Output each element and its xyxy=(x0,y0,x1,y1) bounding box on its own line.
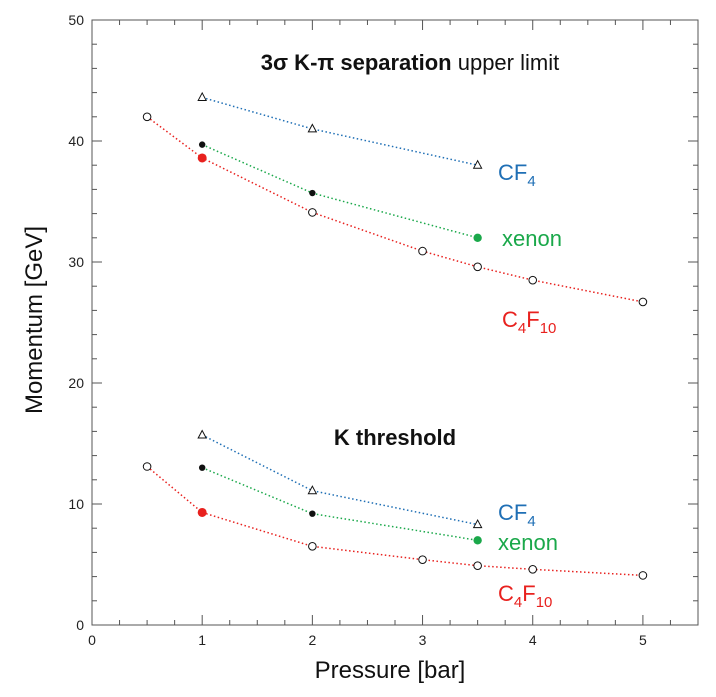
data-point-xenon xyxy=(473,233,482,242)
y-tick-label: 40 xyxy=(68,133,84,149)
label-cf4-lower: CF4 xyxy=(498,500,536,530)
data-point-cf4 xyxy=(307,123,318,133)
label-xenon-upper: xenon xyxy=(502,226,562,251)
data-point-c4f10 xyxy=(638,297,648,307)
annotation-separation-text: upper limit xyxy=(452,50,560,75)
x-tick-label: 2 xyxy=(308,632,316,648)
annotation-threshold: K threshold xyxy=(334,425,456,450)
data-point-xenon xyxy=(309,189,316,197)
data-point-c4f10 xyxy=(418,246,427,256)
y-tick-label: 30 xyxy=(68,254,84,270)
label-c4f10-lower: C4F10 xyxy=(498,581,552,611)
x-tick-label: 5 xyxy=(639,632,647,648)
y-tick-label: 20 xyxy=(68,375,84,391)
label-xenon-lower: xenon xyxy=(498,530,558,555)
data-point-cf4 xyxy=(197,429,208,439)
data-point-c4f10 xyxy=(308,542,317,551)
data-point-c4f10 xyxy=(528,565,538,574)
series-line-c4f10-upper xyxy=(146,116,644,303)
series-line-c4f10-lower xyxy=(146,465,643,577)
plot-frame xyxy=(91,19,699,626)
series-line-cf4-upper xyxy=(201,96,478,166)
data-point-c4f10 xyxy=(528,275,538,285)
data-point-xenon xyxy=(309,510,316,517)
label-c4f10-upper: C4F10 xyxy=(502,307,556,337)
data-point-c4f10 xyxy=(142,462,152,471)
data-point-c4f10 xyxy=(308,208,317,217)
series-line-xenon-lower xyxy=(201,467,478,542)
label-cf4-upper: CF4 xyxy=(498,160,536,190)
data-point-xenon xyxy=(198,141,206,148)
series-line-xenon-upper xyxy=(201,143,478,239)
data-point-cf4 xyxy=(197,91,208,101)
series-points xyxy=(142,91,648,580)
data-point-cf4 xyxy=(472,159,483,169)
data-point-c4f10 xyxy=(638,571,648,580)
data-point-c4f10 xyxy=(418,555,427,564)
plot-border xyxy=(91,19,699,626)
data-point-cf4 xyxy=(307,485,318,495)
annotation-threshold-bold: K threshold xyxy=(334,425,456,450)
series-line-cf4-lower xyxy=(201,434,478,526)
data-point-xenon xyxy=(198,464,206,471)
x-tick-label: 4 xyxy=(529,632,537,648)
y-tick-label: 10 xyxy=(68,496,84,512)
axis-ticks: 0 10 20 30 40 50 0 1 2 3 4 5 xyxy=(68,12,699,648)
data-point-c4f10 xyxy=(142,112,152,122)
x-axis-title: Pressure [bar] xyxy=(315,657,466,684)
data-point-cf4 xyxy=(472,519,483,529)
data-point-c4f10 xyxy=(197,507,207,517)
series-lines xyxy=(146,96,644,577)
x-tick-label: 0 xyxy=(88,632,96,648)
x-tick-label: 1 xyxy=(198,632,206,648)
y-tick-label: 0 xyxy=(76,617,84,633)
annotation-separation: 3σ K-π separation upper limit xyxy=(261,50,559,75)
x-tick-label: 3 xyxy=(419,632,427,648)
annotation-separation-bold: 3σ K-π separation xyxy=(261,50,452,75)
data-point-c4f10 xyxy=(197,153,207,163)
data-point-c4f10 xyxy=(473,262,482,272)
y-tick-label: 50 xyxy=(68,12,84,28)
data-point-c4f10 xyxy=(473,561,482,571)
data-point-xenon xyxy=(473,536,482,545)
y-axis-title: Momentum [GeV] xyxy=(21,226,48,414)
